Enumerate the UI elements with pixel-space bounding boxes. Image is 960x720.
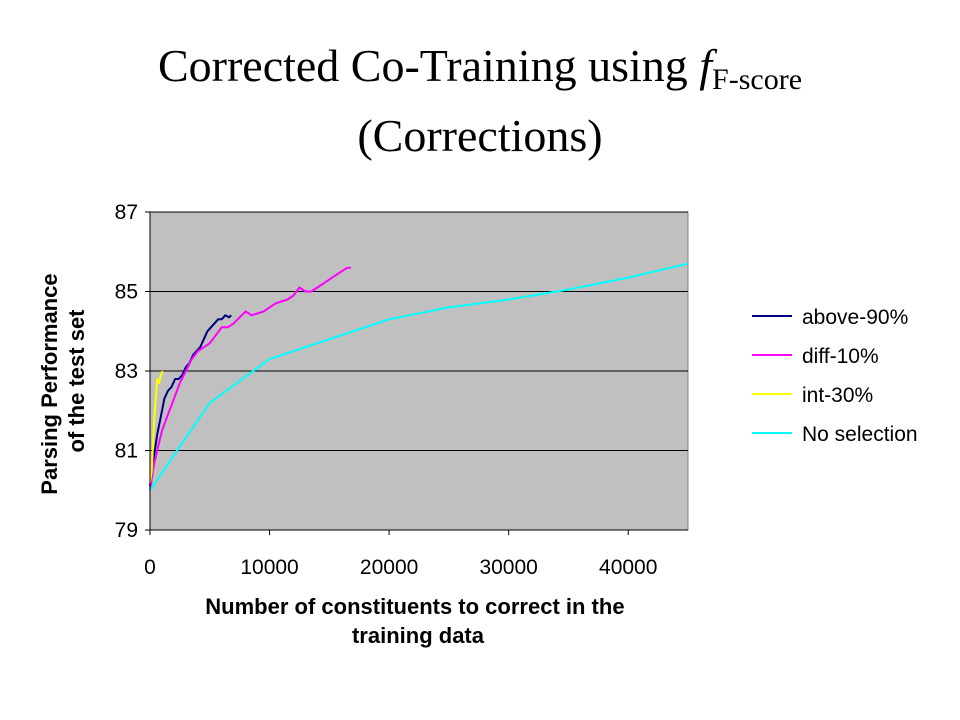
y-tick-label: 87 bbox=[115, 201, 138, 224]
slide-title-subscript: F-score bbox=[712, 63, 803, 96]
legend-label: above-90% bbox=[802, 306, 908, 329]
x-tick-label: 10000 bbox=[240, 556, 298, 579]
y-axis-title: Parsing Performance of the test set bbox=[37, 267, 89, 494]
legend-label: diff-10% bbox=[802, 345, 879, 368]
series-group bbox=[149, 262, 689, 491]
grid-lines bbox=[150, 211, 688, 451]
slide-title-line-2: (Corrections) bbox=[357, 110, 603, 161]
legend-label: int-30% bbox=[802, 384, 873, 407]
x-tick-label: 0 bbox=[144, 556, 156, 579]
slide-title-line-1: Corrected Co-Training using fF-score bbox=[0, 38, 960, 108]
slide-title: Corrected Co-Training using fF-score (Co… bbox=[0, 38, 960, 164]
series-line-int-30 bbox=[149, 370, 164, 483]
series-line-above-90 bbox=[149, 314, 232, 487]
series-line-diff-10 bbox=[149, 266, 351, 491]
y-axis-title-line-2: of the test set bbox=[64, 309, 89, 453]
x-axis-title: Number of constituents to correct in the… bbox=[205, 594, 630, 648]
y-tick-label: 83 bbox=[115, 360, 138, 383]
x-tick-label: 30000 bbox=[479, 556, 537, 579]
legend: above-90% diff-10% int-30% No selection bbox=[752, 306, 918, 446]
x-tick-labels: 0 10000 20000 30000 40000 bbox=[144, 556, 657, 579]
y-tick-label: 79 bbox=[115, 519, 138, 542]
axes bbox=[145, 211, 688, 535]
y-tick-labels: 79 81 83 85 87 bbox=[115, 201, 138, 542]
series-line-no-selection bbox=[149, 262, 689, 491]
x-axis-title-line-1: Number of constituents to correct in the bbox=[205, 594, 624, 619]
x-tick-label: 20000 bbox=[360, 556, 418, 579]
y-tick-label: 85 bbox=[115, 281, 138, 304]
y-tick-label: 81 bbox=[115, 440, 138, 463]
slide-title-main: Corrected Co-Training using bbox=[157, 40, 700, 91]
slide-title-f: f bbox=[699, 40, 713, 91]
y-axis-title-line-1: Parsing Performance bbox=[37, 273, 62, 494]
x-axis-title-line-2: training data bbox=[352, 623, 485, 648]
legend-label: No selection bbox=[802, 423, 918, 446]
x-tick-label: 40000 bbox=[599, 556, 657, 579]
